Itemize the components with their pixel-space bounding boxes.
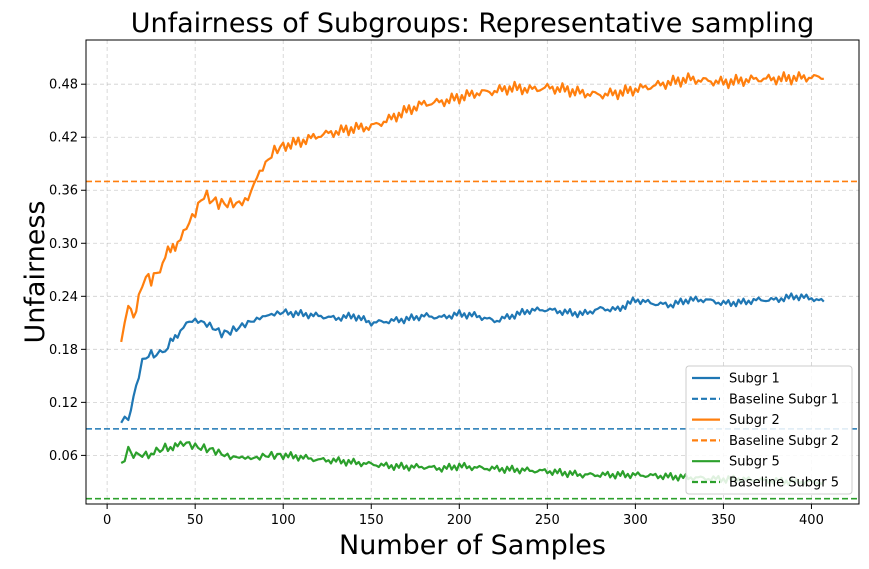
y-tick-label: 0.18 bbox=[49, 343, 78, 358]
y-tick-label: 0.36 bbox=[49, 184, 78, 199]
y-axis-label: Unfairness bbox=[20, 201, 51, 344]
legend-label: Baseline Subgr 1 bbox=[729, 392, 839, 407]
y-tick-label: 0.12 bbox=[49, 396, 78, 411]
series-subgr-1 bbox=[120, 292, 825, 424]
y-tick-label: 0.42 bbox=[49, 131, 78, 146]
y-tick-label: 0.24 bbox=[49, 290, 78, 305]
axis-ticks: 0 50 100 150 200 250 300 350 400 0.06 0.12 0.18 0.24… bbox=[49, 78, 824, 528]
x-tick-label: 400 bbox=[799, 513, 824, 528]
x-tick-label: 100 bbox=[271, 513, 296, 528]
legend-label: Subgr 1 bbox=[729, 372, 780, 387]
series-subgr-2 bbox=[120, 71, 824, 343]
x-tick-label: 350 bbox=[711, 513, 736, 528]
x-tick-label: 300 bbox=[623, 513, 648, 528]
legend-box bbox=[685, 365, 853, 495]
chart-title: Unfairness of Subgroups: Representative … bbox=[131, 8, 815, 39]
legend: Subgr 1 Baseline Subgr 1 Subgr 2 Baseline S… bbox=[685, 365, 853, 495]
legend-label: Baseline Subgr 2 bbox=[729, 434, 839, 449]
y-tick-label: 0.06 bbox=[49, 449, 78, 464]
plot-frame bbox=[85, 39, 860, 505]
y-tick-label: 0.48 bbox=[49, 78, 78, 93]
grid bbox=[86, 40, 859, 504]
x-tick-label: 0 bbox=[103, 513, 111, 528]
x-tick-label: 250 bbox=[535, 513, 560, 528]
legend-label: Baseline Subgr 5 bbox=[729, 476, 839, 491]
x-axis-label: Number of Samples bbox=[339, 530, 606, 561]
x-tick-label: 200 bbox=[447, 513, 472, 528]
legend-label: Subgr 5 bbox=[729, 455, 780, 470]
x-tick-label: 50 bbox=[187, 513, 204, 528]
x-tick-label: 150 bbox=[359, 513, 384, 528]
legend-label: Subgr 2 bbox=[729, 413, 780, 428]
y-tick-label: 0.30 bbox=[49, 237, 78, 252]
